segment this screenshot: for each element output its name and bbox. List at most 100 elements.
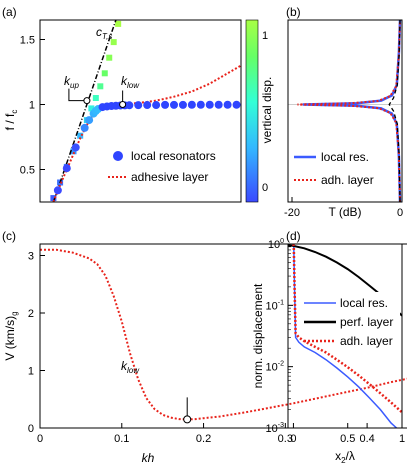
panel-d-ticks: 0 0.5 1 100 10-1 10-2 10-3: [266, 238, 406, 445]
panel-d-ylabel: norm. displacement: [251, 283, 265, 388]
legend-label-local-resonators: local resonators: [131, 149, 216, 163]
legend-swatch-local-resonators: [113, 151, 123, 161]
panel-c-ytick-label: 1: [28, 366, 34, 378]
local-resonator-point: [143, 101, 152, 110]
local-resonator-point: [205, 100, 214, 109]
panel-c-xlabel: kh: [142, 451, 155, 465]
k-low-marker: [119, 101, 127, 108]
panel-a-ytick-label: 1.5: [20, 35, 35, 47]
legend-label-perf-layer-d: perf. layer: [340, 315, 393, 329]
panel-a-ytick-label: 0.5: [20, 165, 35, 177]
panel-a-plot: [50, 20, 241, 202]
transmission-adh-layer: [297, 20, 401, 202]
local-resonator-point: [161, 100, 170, 109]
upper-branch-point: [101, 70, 108, 77]
panel-c-xtick-label: 0.2: [196, 433, 211, 445]
annot-k-low: klow: [121, 74, 140, 90]
panel-a-clipped: [50, 20, 241, 202]
panel-d-ytick-label: 10-3: [266, 422, 285, 435]
decay-local-res: [292, 244, 398, 428]
local-resonator-point: [80, 123, 89, 132]
panel-d-frame: [287, 243, 403, 429]
panel-a-yticks: 0.5 1 1.5: [20, 35, 45, 177]
local-resonator-point: [125, 101, 134, 110]
panel-a: (a) 0.5 1 1.5 f / fc cT,s kup klow local r…: [2, 5, 274, 203]
panel-a-ytick-label: 1: [29, 100, 35, 112]
panel-c-xtick-label: 0.3: [278, 433, 293, 445]
panel-label-d: (d): [286, 229, 301, 243]
panel-d-ytick-label: 10-1: [266, 299, 285, 312]
panel-c-ticks: 0 0.1 0.2 0.3 0.4 0 1 2 3: [28, 251, 375, 446]
local-resonator-point: [187, 100, 196, 109]
decay-adh-layer: [292, 244, 402, 414]
panel-label-c: (c): [2, 229, 16, 243]
upper-branch-point: [110, 39, 117, 46]
local-resonator-point: [232, 100, 241, 109]
local-resonator-point: [53, 186, 62, 195]
panel-b-xtick-label: -20: [284, 207, 300, 219]
panel-c-ytick-label: 3: [28, 251, 34, 263]
upper-branch-point: [97, 83, 104, 90]
panel-c-xtick-label: 0.4: [359, 433, 374, 445]
local-resonator-point: [170, 100, 178, 109]
local-resonator-point: [134, 101, 143, 110]
panel-c-plot: [40, 248, 407, 424]
colorbar-ticks: 01: [262, 30, 268, 194]
panel-c-ytick-label: 2: [28, 308, 34, 320]
local-resonator-point: [214, 100, 223, 109]
panel-d: (d) 0 0.5 1 100 10-1 10-2 10-3 norm. displacem…: [251, 229, 405, 465]
upper-branch-point: [77, 132, 84, 139]
local-resonator-point: [71, 143, 80, 152]
upper-branch-point: [88, 105, 95, 112]
annot-c-ts: cT,s: [96, 25, 112, 41]
panel-b-xlabel: T (dB): [328, 205, 361, 219]
k-up-leader: [68, 88, 87, 102]
panel-d-ytick-label: 10-2: [266, 361, 285, 374]
panel-c: (c) 0 0.1 0.2 0.3 0.4 0 1 2 3 kh V (km/s)g klow: [2, 229, 407, 465]
panel-d-xtick-label: 0.5: [340, 433, 355, 445]
legend-label-adh-layer-b: adh. layer: [321, 173, 374, 187]
panel-c-ylabel: V (km/s)g: [3, 311, 19, 360]
annot-k-up: kup: [64, 74, 79, 90]
panel-b-plot: [288, 20, 402, 202]
panel-a-ylabel: f / fc: [3, 110, 19, 131]
adhesive-layer-curve: [52, 64, 241, 202]
panel-b: (b) -20 0 T (dB) local res. adh. layer: [284, 5, 403, 219]
local-resonator-point: [196, 100, 205, 109]
colorbar-label: vertical disp.: [260, 77, 274, 144]
legend-label-local-res-d: local res.: [340, 296, 388, 310]
panel-label-b: (b): [286, 5, 301, 19]
k-low-c-marker: [183, 415, 192, 424]
local-resonator-point: [178, 100, 187, 109]
panel-c-xtick-label: 0: [37, 433, 43, 445]
local-resonator-point: [152, 101, 161, 110]
panel-b-frame: [287, 19, 403, 203]
panel-d-xlabel: x2/λ: [335, 449, 355, 465]
annot-k-low-c: klow: [121, 359, 140, 375]
upper-branch-point: [70, 148, 77, 155]
colorbar-tick-label: 0: [262, 182, 268, 194]
panel-c-frame: [39, 243, 407, 429]
panel-b-xtick-label: 0: [397, 207, 403, 219]
panel-d-legend-box: [334, 292, 400, 350]
panel-d-ytick-label: 100: [268, 238, 284, 251]
transmission-reference: [388, 20, 401, 202]
local-resonator-point: [85, 116, 94, 125]
panel-d-xtick-label: 0: [290, 433, 296, 445]
group-velocity-curve: [40, 248, 407, 421]
panel-b-xticks: -20 0: [284, 197, 403, 219]
panel-a-frame: [39, 19, 242, 203]
panel-label-a: (a): [2, 5, 17, 19]
panel-b-clipped: [288, 20, 402, 202]
c-ts-line: [52, 20, 117, 202]
panel-c-ytick-label: 0: [28, 423, 34, 435]
local-resonator-point: [223, 100, 232, 109]
panel-d-xtick-label: 1: [399, 433, 405, 445]
local-resonator-point: [62, 164, 71, 173]
upper-branch-point: [92, 95, 99, 101]
k-up-marker: [83, 97, 91, 105]
upper-branch-point: [106, 54, 113, 61]
upper-branch-point: [115, 20, 122, 27]
legend-label-local-res-b: local res.: [321, 150, 369, 164]
